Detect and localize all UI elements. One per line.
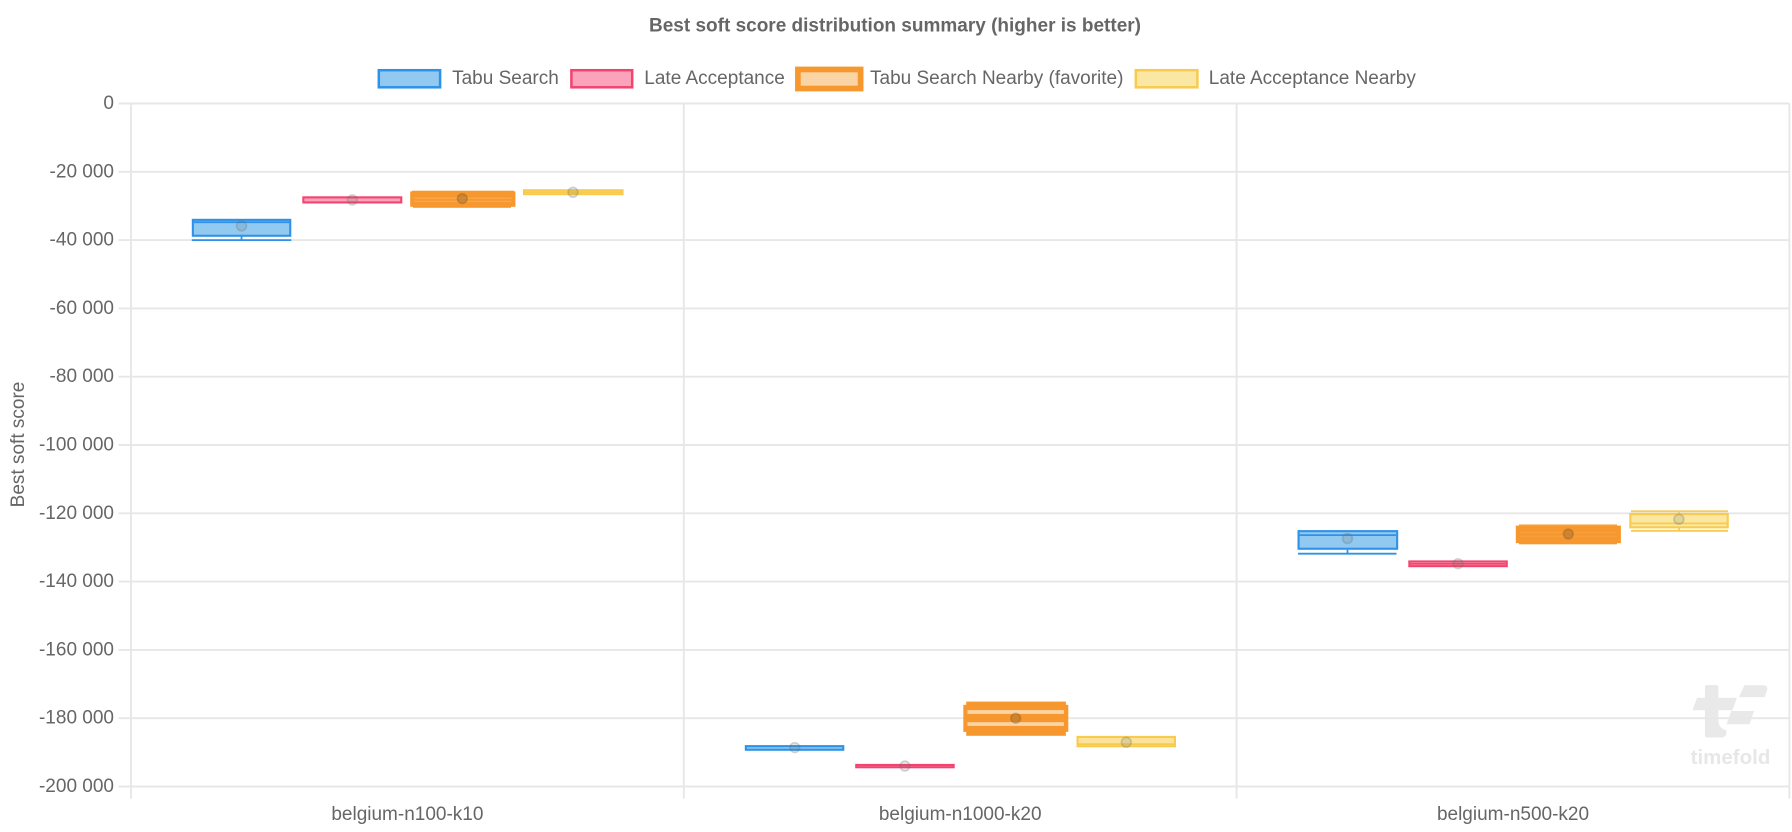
svg-text:-160 000: -160 000: [39, 639, 114, 660]
svg-text:Tabu Search Nearby (favorite): Tabu Search Nearby (favorite): [870, 68, 1123, 89]
svg-text:belgium-n100-k10: belgium-n100-k10: [331, 804, 483, 825]
svg-text:0: 0: [103, 93, 114, 114]
svg-text:Best soft score distribution s: Best soft score distribution summary (hi…: [649, 16, 1141, 37]
svg-text:-100 000: -100 000: [39, 435, 114, 456]
svg-text:-20 000: -20 000: [50, 161, 114, 182]
svg-text:-60 000: -60 000: [50, 298, 114, 319]
svg-text:-180 000: -180 000: [39, 708, 114, 729]
svg-text:Best soft score: Best soft score: [8, 382, 29, 508]
svg-text:Tabu Search: Tabu Search: [452, 68, 559, 89]
svg-text:-80 000: -80 000: [50, 366, 114, 387]
svg-text:-40 000: -40 000: [50, 230, 114, 251]
svg-text:Late Acceptance Nearby: Late Acceptance Nearby: [1209, 68, 1417, 89]
svg-text:-120 000: -120 000: [39, 503, 114, 524]
svg-text:-200 000: -200 000: [39, 776, 114, 797]
svg-text:Late Acceptance: Late Acceptance: [644, 68, 785, 89]
svg-text:belgium-n1000-k20: belgium-n1000-k20: [879, 804, 1042, 825]
svg-text:belgium-n500-k20: belgium-n500-k20: [1437, 804, 1589, 825]
svg-text:timefold: timefold: [1691, 746, 1771, 769]
svg-text:-140 000: -140 000: [39, 571, 114, 592]
